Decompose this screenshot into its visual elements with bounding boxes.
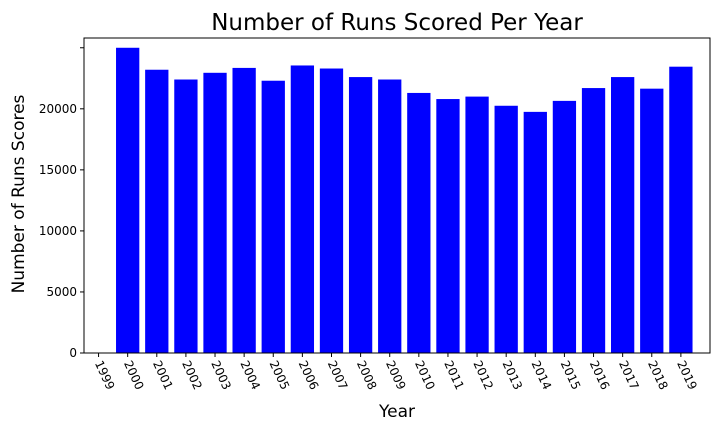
x-tick-label-2009: 2009	[383, 358, 409, 392]
x-tick-label-2015: 2015	[558, 358, 584, 392]
x-axis-label: Year	[378, 402, 415, 422]
bar-2015	[552, 100, 577, 353]
bar-2010	[407, 92, 431, 353]
y-tick-label-10000: 10000	[39, 224, 77, 238]
x-tick-label-2018: 2018	[645, 358, 671, 392]
y-tick-label-20000: 20000	[39, 102, 77, 116]
bar-2004	[232, 67, 256, 353]
x-tick-label-2005: 2005	[267, 358, 293, 392]
bar-2009	[378, 79, 402, 353]
bar-2019	[669, 66, 693, 353]
x-tick-label-1999: 1999	[92, 358, 118, 392]
x-ticks: 1999 2000 2001 2002 2003 2004 2005 2006 2007 2008…	[92, 353, 700, 392]
x-tick-label-2006: 2006	[296, 358, 322, 392]
bar-2001	[145, 69, 169, 354]
x-tick-label-2003: 2003	[208, 358, 234, 392]
bars	[116, 47, 693, 354]
bar-2014	[523, 111, 547, 354]
x-tick-label-2019: 2019	[674, 358, 700, 392]
x-tick-label-2010: 2010	[412, 358, 438, 392]
x-tick-label-2017: 2017	[616, 358, 642, 392]
x-tick-label-2011: 2011	[441, 358, 467, 392]
bar-2017	[611, 77, 635, 353]
x-tick-label-2001: 2001	[150, 358, 176, 392]
x-tick-label-2016: 2016	[587, 358, 613, 392]
bar-2002	[174, 79, 198, 353]
bar-2008	[348, 77, 373, 353]
bar-2005	[261, 80, 285, 353]
x-tick-label-2014: 2014	[529, 358, 555, 392]
x-tick-label-2004: 2004	[237, 358, 263, 392]
y-axis-label: Number of Runs Scores	[9, 94, 29, 293]
plot-frame	[83, 37, 711, 354]
bar-2016	[581, 88, 606, 353]
y-tick-label-15000: 15000	[39, 163, 77, 177]
bar-2007	[319, 68, 344, 354]
axes	[83, 37, 711, 354]
bar-2011	[436, 99, 460, 353]
x-tick-label-2008: 2008	[354, 358, 380, 392]
bar-2018	[640, 88, 664, 354]
bar-2003	[203, 72, 227, 354]
bar-2013	[494, 105, 518, 353]
x-tick-label-2007: 2007	[325, 358, 351, 392]
y-tick-label-0: 0	[69, 346, 77, 360]
x-tick-label-2012: 2012	[470, 358, 496, 392]
x-tick-label-2013: 2013	[499, 358, 525, 392]
bar-2006	[290, 65, 315, 353]
bar-2012	[465, 96, 489, 353]
y-tick-label-5000: 5000	[46, 285, 77, 299]
y-ticks: 0 5000 10000 15000 20000	[39, 47, 84, 360]
chart-title: Number of Runs Scored Per Year	[211, 10, 583, 36]
x-tick-label-2002: 2002	[179, 358, 205, 392]
x-tick-label-2000: 2000	[121, 358, 147, 392]
bar-2000	[116, 47, 140, 354]
